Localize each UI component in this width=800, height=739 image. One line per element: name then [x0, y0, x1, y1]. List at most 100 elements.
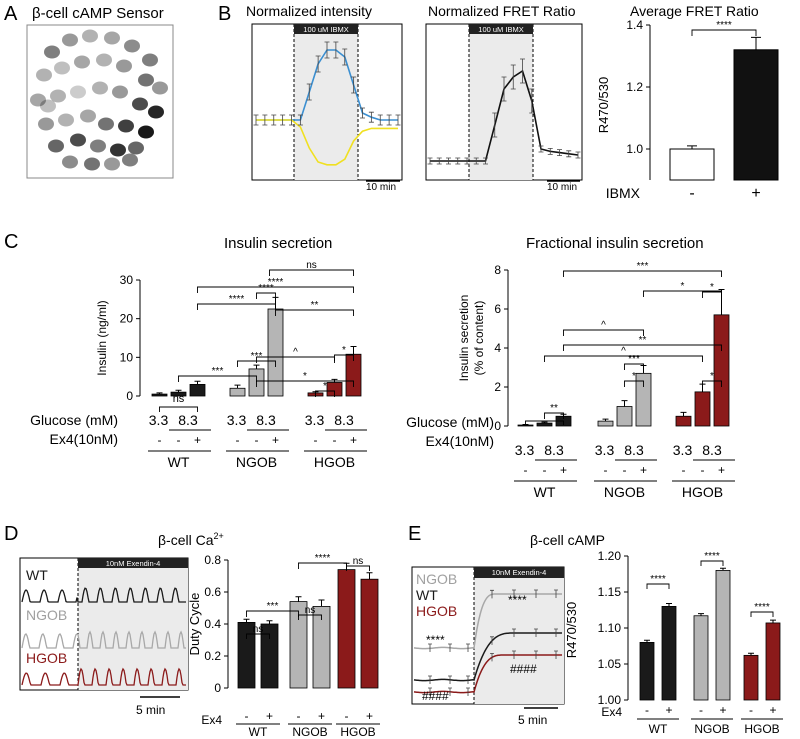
b-fret-err-6 — [483, 157, 488, 165]
e-ex4-NGOB-0: - — [699, 703, 703, 717]
e-err-WT-0 — [644, 639, 650, 643]
c-right-ylabel-1: Insulin secretion — [457, 295, 471, 382]
panel-d: D β-cell Ca2+ 10nM Exendin-4 WT NGOB HGO… — [4, 523, 380, 739]
cell-0 — [44, 45, 60, 59]
b-int-err-4 — [289, 114, 294, 126]
e-err-w-4 — [512, 628, 516, 637]
avg-ylabel: R470/530 — [596, 77, 611, 133]
intensity-treatment-label: 100 uM IBMX — [303, 25, 348, 34]
e-ytick-label-0: 1.00 — [598, 693, 622, 707]
c-left-sig-8-label: * — [303, 371, 307, 382]
cell-20 — [58, 113, 74, 127]
b-int-err-9 — [333, 41, 339, 59]
e-err-w-2 — [466, 675, 470, 684]
c-right-glu-HGOB-1: 8.3 — [702, 442, 722, 458]
c-right-ytick-label-0: 0 — [494, 419, 501, 433]
e-treatment-label: 10nM Exendin-4 — [492, 568, 547, 577]
c-left-glu-WT-1: 8.3 — [178, 412, 198, 428]
c-right-bar-WT-1 — [536, 422, 553, 427]
d-sig-hgob-label: ns — [353, 556, 364, 567]
c-left-ex4-WT-0: - — [158, 433, 162, 447]
c-left-ex4-NGOB-1: - — [255, 433, 259, 447]
c-left-sig-0-line — [159, 406, 198, 412]
cell-11 — [138, 73, 154, 87]
c-right-ex4-NGOB-2: + — [640, 463, 647, 477]
c-left-ex4-HGOB-0: - — [314, 433, 318, 447]
d-label-hgob: HGOB — [26, 650, 67, 666]
d-grp-NGOB: NGOB — [292, 725, 327, 739]
c-right-err-WT-1 — [541, 421, 548, 424]
c-right-grp-WT: WT — [534, 484, 556, 500]
e-err-h-5 — [534, 650, 538, 659]
cell-18 — [148, 105, 164, 119]
c-right-ex4-WT-1: - — [543, 463, 547, 477]
d-ytick-label-0: 0 — [214, 681, 221, 695]
c-right-err-NGOB-0 — [602, 418, 609, 422]
c-left-sig-7-label: ^ — [293, 347, 298, 358]
c-right-ytick-label-2: 4 — [494, 341, 501, 355]
c-left-ex4-NGOB-0: - — [236, 433, 240, 447]
e-trace-wt — [413, 632, 562, 682]
c-left-grp-NGOB: NGOB — [236, 454, 277, 470]
d-grp-WT: WT — [249, 725, 268, 739]
cell-5 — [142, 53, 158, 67]
c-left-sig-8 — [256, 380, 354, 387]
intensity-treatment-bar — [294, 24, 358, 34]
d-ytick-label-1: 0.2 — [204, 649, 221, 663]
c-left-err-WT-2 — [194, 380, 201, 385]
b-int-err-13 — [368, 111, 374, 123]
cell-16 — [112, 85, 128, 99]
c-right-ex4-HGOB-2: + — [718, 463, 725, 477]
e-ex4-WT-1: + — [665, 703, 672, 717]
b-int-err-0 — [253, 114, 259, 126]
cell-9 — [96, 53, 112, 67]
e-err-NGOB-1 — [720, 567, 726, 571]
e-bar-HGOB-1 — [765, 622, 781, 701]
c-right-err-HGOB-0 — [680, 411, 687, 417]
c-left-glu-WT-0: 3.3 — [149, 412, 169, 428]
cell-10 — [116, 59, 132, 73]
e-label-ngob: NGOB — [416, 571, 457, 587]
c-left-ex4-label: Ex4(10nM) — [50, 431, 118, 447]
c-right-grp-NGOB: NGOB — [604, 484, 645, 500]
b-int-err-7 — [315, 55, 321, 73]
d-ex4-NGOB-1: + — [318, 709, 325, 723]
panel-d-title: β-cell Ca2+ — [158, 531, 224, 548]
e-ytick-label-3: 1.15 — [598, 585, 622, 599]
b-int-err-12 — [360, 107, 365, 119]
cell-3 — [104, 31, 120, 45]
cell-25 — [48, 139, 64, 153]
e-err-w-6 — [554, 628, 558, 637]
e-ex4-NGOB-1: + — [719, 703, 726, 717]
intensity-scale-label: 10 min — [366, 182, 396, 193]
d-sig-wt — [246, 633, 270, 639]
e-scale-label: 5 min — [518, 713, 547, 727]
c-left-ytick-label-1: 10 — [120, 350, 134, 364]
c-left-sig-9 — [334, 354, 354, 361]
e-err-h-2 — [466, 687, 470, 696]
cell-24 — [138, 125, 154, 139]
cell-6 — [36, 68, 52, 82]
cell-7 — [54, 61, 70, 75]
c-right-sig-2-label: * — [710, 282, 714, 293]
b-int-err-6 — [306, 83, 312, 101]
d-treatment-label: 10nM Exendin-4 — [106, 559, 161, 568]
e-err-w-0 — [428, 675, 432, 684]
c-right-sig-8-label: * — [710, 371, 714, 382]
c-right-ex4-HGOB-1: - — [701, 463, 705, 477]
cell-12 — [30, 93, 46, 107]
e-trace-error-bars — [428, 589, 558, 696]
c-right-sig-4-label: ** — [639, 335, 647, 346]
c-left-ex4-HGOB-2: + — [350, 433, 357, 447]
d-ex4-HGOB-0: - — [345, 709, 349, 723]
c-right-bar-HGOB-2 — [713, 314, 730, 427]
c-left-sig-10 — [315, 390, 335, 397]
b-int-err-11 — [351, 76, 357, 94]
c-left-sig-11-label: *** — [251, 351, 263, 362]
e-err-h-4 — [512, 650, 516, 659]
c-left-sig-5 — [256, 292, 276, 299]
cell-34 — [40, 99, 56, 113]
d-trace-ngob — [21, 630, 186, 649]
avg-ytick-label-1: 1.2 — [626, 80, 643, 94]
